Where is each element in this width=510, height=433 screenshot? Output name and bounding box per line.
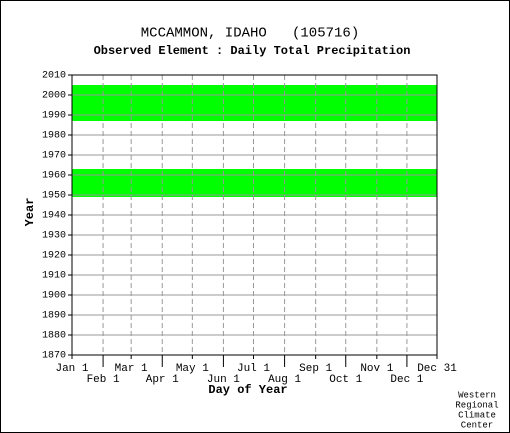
y-axis-label: Year [23,198,37,227]
x-tick-label: Jan 1 [55,363,88,375]
y-tick-label: 1950 [42,191,66,202]
data-band [72,169,437,197]
y-tick-label: 2010 [42,71,66,82]
x-tick-label: Oct 1 [329,374,362,386]
y-tick-label: 1990 [42,111,66,122]
credit: Climate [458,410,496,420]
credit: Western [458,390,496,400]
x-tick-label: Aug 1 [268,374,301,386]
x-axis-label: Day of Year [208,383,287,397]
y-tick-label: 1930 [42,231,66,242]
data-band [72,85,437,121]
y-tick-label: 1900 [42,291,66,302]
y-tick-label: 1940 [42,211,66,222]
y-tick-label: 1870 [42,351,66,362]
x-tick-label: Dec 1 [390,374,423,386]
x-tick-label: Jul 1 [237,363,270,375]
x-tick-label: Dec 31 [417,363,457,375]
y-tick-label: 1980 [42,131,66,142]
y-tick-label: 1960 [42,171,66,182]
x-tick-label: Jun 1 [207,374,240,386]
y-tick-label: 1970 [42,151,66,162]
credit: Regional [455,400,498,410]
chart-title: MCCAMMON, IDAHO (105716) [141,26,359,42]
y-tick-label: 2000 [42,91,66,102]
x-tick-label: Feb 1 [87,374,120,386]
chart-subtitle: Observed Element : Daily Total Precipita… [94,44,411,58]
y-tick-label: 1920 [42,251,66,262]
y-tick-label: 1880 [42,331,66,342]
plot-border [71,74,438,356]
x-tick-label: Sep 1 [299,363,332,375]
x-tick-label: Apr 1 [146,374,179,386]
x-tick-label: May 1 [176,363,209,375]
credit: Center [461,420,493,430]
y-tick-label: 1910 [42,271,66,282]
x-tick-label: Nov 1 [360,363,393,375]
y-tick-label: 1890 [42,311,66,322]
x-tick-label: Mar 1 [115,363,148,375]
